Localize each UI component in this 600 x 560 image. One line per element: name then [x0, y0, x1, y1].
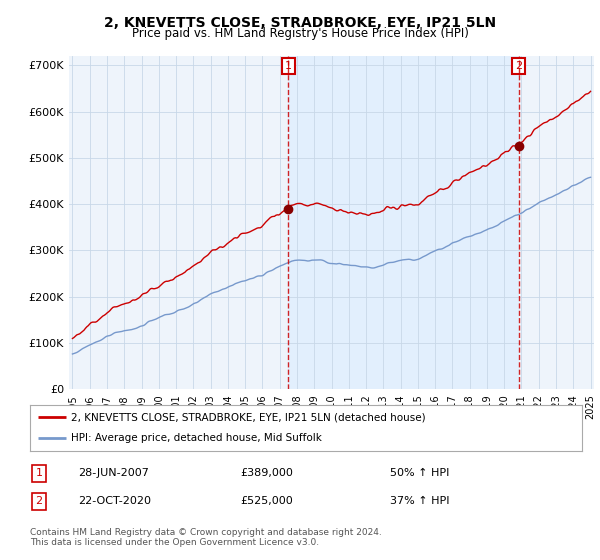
Text: Contains HM Land Registry data © Crown copyright and database right 2024.
This d: Contains HM Land Registry data © Crown c… [30, 528, 382, 547]
Text: £389,000: £389,000 [240, 468, 293, 478]
Text: 1: 1 [285, 61, 292, 71]
Text: 2, KNEVETTS CLOSE, STRADBROKE, EYE, IP21 5LN (detached house): 2, KNEVETTS CLOSE, STRADBROKE, EYE, IP21… [71, 412, 426, 422]
Text: 50% ↑ HPI: 50% ↑ HPI [390, 468, 449, 478]
Text: HPI: Average price, detached house, Mid Suffolk: HPI: Average price, detached house, Mid … [71, 433, 322, 444]
Text: 37% ↑ HPI: 37% ↑ HPI [390, 496, 449, 506]
Text: 1: 1 [35, 468, 43, 478]
Text: £525,000: £525,000 [240, 496, 293, 506]
Text: 28-JUN-2007: 28-JUN-2007 [78, 468, 149, 478]
Text: 2: 2 [35, 496, 43, 506]
Text: 2: 2 [515, 61, 522, 71]
Bar [289, 56, 518, 389]
Text: Price paid vs. HM Land Registry's House Price Index (HPI): Price paid vs. HM Land Registry's House … [131, 27, 469, 40]
Text: 22-OCT-2020: 22-OCT-2020 [78, 496, 151, 506]
Text: 2, KNEVETTS CLOSE, STRADBROKE, EYE, IP21 5LN: 2, KNEVETTS CLOSE, STRADBROKE, EYE, IP21… [104, 16, 496, 30]
